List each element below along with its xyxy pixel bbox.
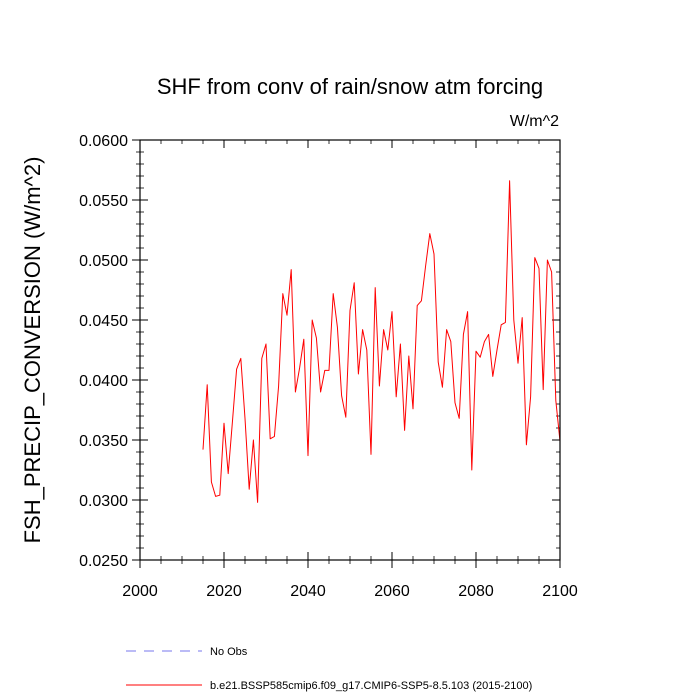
x-tick-label: 2020 — [206, 583, 242, 600]
x-tick-label: 2040 — [290, 583, 326, 600]
x-tick-label: 2060 — [374, 583, 410, 600]
chart-title: SHF from conv of rain/snow atm forcing — [157, 74, 543, 99]
legend: No Obs b.e21.BSSP585cmip6.f09_g17.CMIP6-… — [126, 646, 532, 692]
tick-labels: 2000 2020 2040 2060 2080 2100 0.0250 0.0300 0.03… — [79, 133, 578, 600]
series-lines — [202, 180, 561, 503]
legend-label-model-run: b.e21.BSSP585cmip6.f09_g17.CMIP6-SSP5-8.… — [210, 680, 532, 692]
y-tick-label: 0.0300 — [79, 493, 128, 510]
y-tick-label: 0.0250 — [79, 553, 128, 570]
y-axis-label: FSH_PRECIP_CONVERSION (W/m^2) — [20, 157, 45, 544]
series-line-1 — [202, 180, 561, 503]
x-tick-label: 2080 — [458, 583, 494, 600]
y-tick-label: 0.0550 — [79, 193, 128, 210]
units-label: W/m^2 — [510, 113, 559, 130]
y-tick-label: 0.0600 — [79, 133, 128, 150]
y-tick-label: 0.0350 — [79, 433, 128, 450]
plot-frame — [139, 139, 561, 561]
y-tick-label: 0.0500 — [79, 253, 128, 270]
tick-marks — [132, 139, 561, 568]
legend-label-no-obs: No Obs — [210, 646, 248, 658]
x-tick-label: 2000 — [122, 583, 158, 600]
x-tick-label: 2100 — [542, 583, 578, 600]
y-tick-label: 0.0450 — [79, 313, 128, 330]
y-tick-label: 0.0400 — [79, 373, 128, 390]
